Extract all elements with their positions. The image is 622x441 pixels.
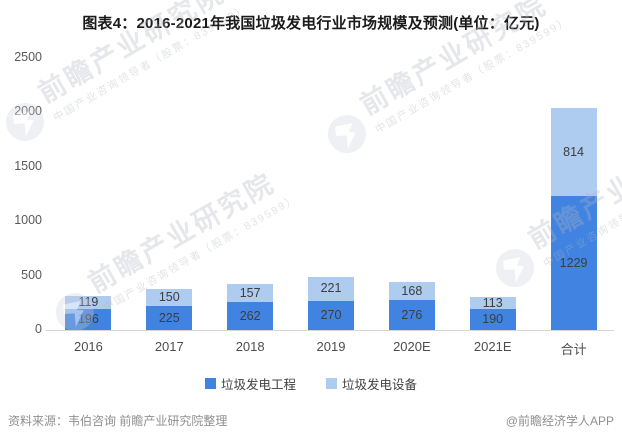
legend-swatch: [326, 378, 337, 389]
bar-segment: 157: [227, 284, 274, 302]
bar-value-label: 276: [401, 307, 423, 322]
bar-segment: 113: [469, 295, 516, 310]
bar-stack: 150 225: [146, 289, 193, 330]
y-tick-label: 2000: [14, 104, 42, 119]
y-tick-label: 1500: [14, 158, 42, 173]
y-tick-label: 2500: [14, 50, 42, 64]
bar-value-label: 196: [77, 312, 99, 327]
bar-segment: 225: [146, 305, 193, 330]
x-axis-label: 2019: [316, 339, 346, 354]
x-axis-label: 2020E: [393, 339, 431, 354]
legend-label: 垃圾发电设备: [342, 378, 418, 392]
bar-value-label: 270: [320, 308, 342, 323]
bar-group-2017: 150 225: [129, 58, 210, 330]
bar-value-label: 814: [563, 144, 584, 159]
source-text: 资料来源：韦伯咨询 前瞻产业研究院整理: [8, 414, 228, 428]
bar-stack: 113 190: [469, 295, 516, 330]
plot-area: 119 196 150 225 157 262 221 270 168 276 113 190 814 1…: [48, 58, 614, 330]
bar-value-label: 168: [401, 283, 423, 298]
legend-swatch: [204, 378, 216, 389]
bar-group-合计: 814 1229: [533, 58, 614, 330]
bar-segment: 150: [146, 289, 193, 306]
bar-segment: 196: [65, 308, 112, 330]
footer: 资料来源：韦伯咨询 前瞻产业研究院整理 @前瞻经济学人APP: [0, 412, 622, 429]
x-axis-label: 2018: [235, 339, 265, 354]
bar-value-label: 262: [239, 308, 261, 323]
bar-value-label: 221: [320, 281, 342, 296]
bar-stack: 157 262: [227, 284, 274, 330]
bar-segment: 270: [308, 300, 354, 330]
x-axis-label: 2016: [73, 339, 103, 354]
bar-segment: 262: [227, 301, 274, 330]
legend-item: 垃圾发电工程: [204, 374, 296, 393]
bar-stack: 168 276: [388, 281, 435, 330]
bar-group-2021E: 113 190: [452, 58, 533, 330]
x-axis: 2016 2017 2018 2019 2020E 2021E 合计: [48, 339, 614, 357]
bar-segment: 190: [469, 309, 516, 330]
chart-title: 图表4：2016-2021年我国垃圾发电行业市场规模及预测(单位：亿元): [82, 15, 540, 32]
x-axis-label: 2021E: [473, 339, 512, 354]
bar-segment: 119: [65, 294, 112, 309]
bar-group-2018: 157 262: [210, 58, 291, 330]
bar-value-label: 113: [482, 295, 503, 310]
bar-group-2016: 119 196: [48, 58, 129, 330]
bar-segment: 168: [388, 281, 435, 300]
x-axis-label: 2017: [154, 339, 184, 354]
y-tick-label: 500: [21, 267, 42, 282]
bar-group-2020E: 168 276: [371, 58, 452, 330]
bar-value-label: 157: [239, 285, 261, 300]
bar-stack: 221 270: [308, 276, 354, 330]
legend-label: 垃圾发电工程: [220, 378, 296, 392]
bar-segment: 276: [388, 299, 435, 330]
bar-group-2019: 221 270: [291, 58, 372, 330]
bar-value-label: 150: [158, 290, 180, 305]
bar-segment: 1229: [550, 196, 597, 330]
legend: 垃圾发电工程 垃圾发电设备: [0, 374, 622, 393]
y-axis: 0 500 1000 1500 2000 2500: [0, 50, 42, 336]
y-tick-label: 0: [35, 322, 42, 336]
bar-value-label: 119: [78, 294, 99, 309]
bar-stack: 814 1229: [550, 107, 597, 330]
bar-stack: 119 196: [65, 294, 112, 330]
credit-text: @前瞻经济学人APP: [505, 414, 614, 428]
bar-value-label: 225: [158, 310, 180, 325]
bar-segment: 221: [308, 276, 354, 301]
x-axis-line: [46, 330, 614, 331]
bar-segment: 814: [550, 107, 597, 197]
x-axis-label: 合计: [560, 342, 587, 357]
bar-value-label: 190: [482, 312, 504, 327]
bar-value-label: 1229: [559, 255, 588, 270]
legend-item: 垃圾发电设备: [326, 374, 417, 393]
y-tick-label: 1000: [14, 213, 42, 228]
